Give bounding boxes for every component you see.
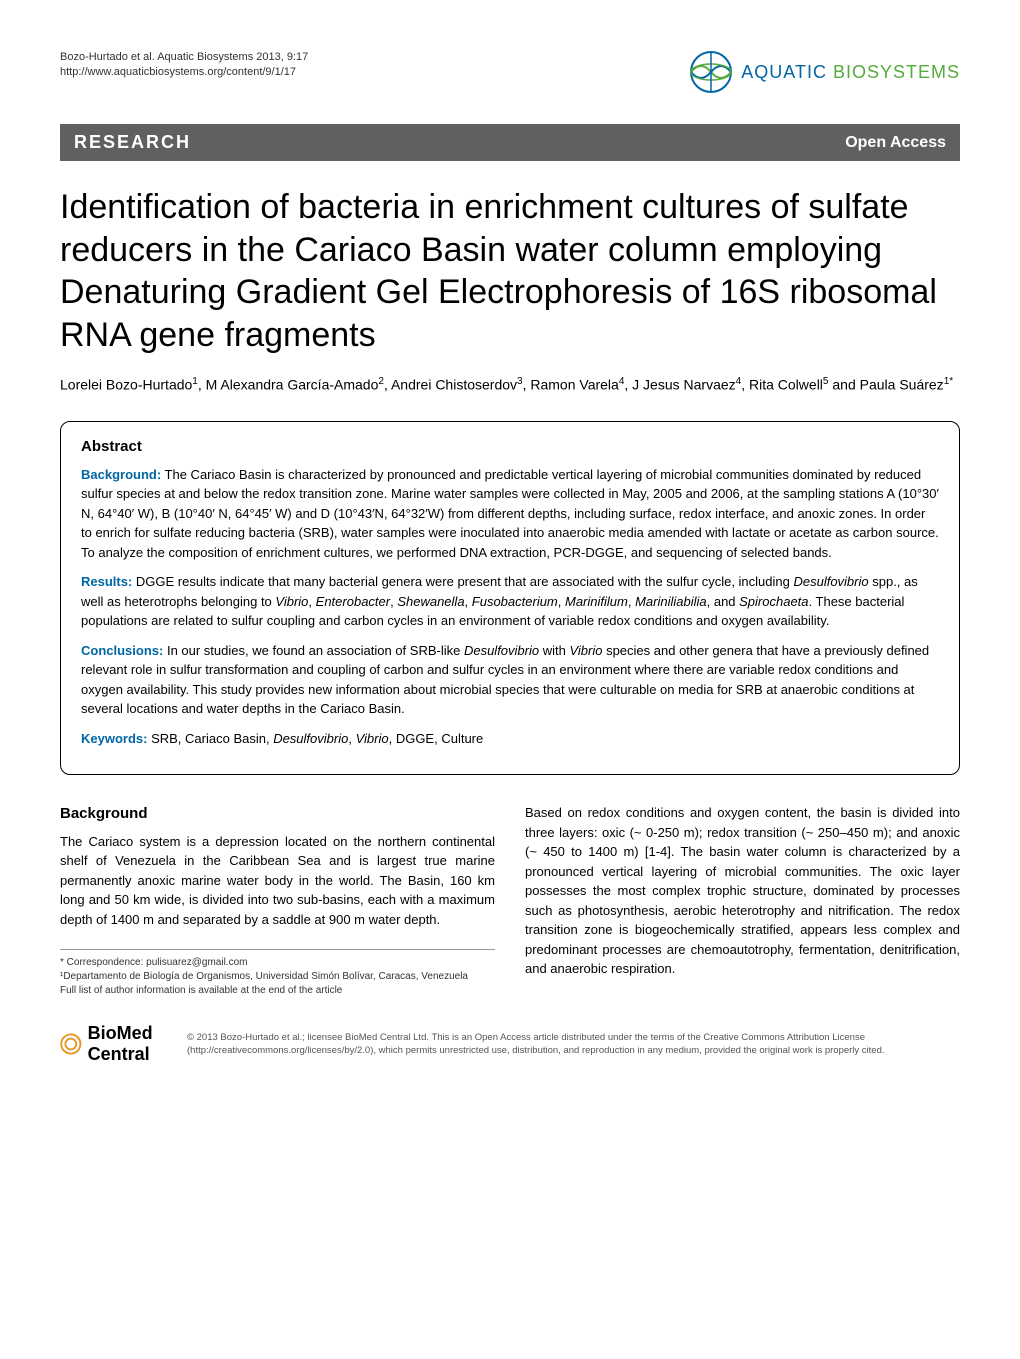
abstract-keywords-text: SRB, Cariaco Basin, Desulfovibrio, Vibri… xyxy=(147,731,483,746)
journal-logo: AQUATIC BIOSYSTEMS xyxy=(689,50,960,94)
journal-name-part1: AQUATIC xyxy=(741,62,827,82)
body-column-left: Background The Cariaco system is a depre… xyxy=(60,803,495,998)
abstract-results-text: DGGE results indicate that many bacteria… xyxy=(81,574,918,628)
biomed-central-logo: BioMed Central xyxy=(60,1023,167,1065)
abstract-heading: Abstract xyxy=(81,438,939,455)
abstract-conclusions-label: Conclusions: xyxy=(81,643,163,658)
journal-name-part2: BIOSYSTEMS xyxy=(833,62,960,82)
abstract-box: Abstract Background: The Cariaco Basin i… xyxy=(60,421,960,776)
footer: BioMed Central © 2013 Bozo-Hurtado et al… xyxy=(60,1023,960,1065)
abstract-keywords-label: Keywords: xyxy=(81,731,147,746)
license-text: © 2013 Bozo-Hurtado et al.; licensee Bio… xyxy=(187,1031,960,1058)
section-bar: RESEARCH Open Access xyxy=(60,124,960,161)
bmc-icon xyxy=(60,1026,82,1062)
section-label-research: RESEARCH xyxy=(74,132,191,153)
body-columns: Background The Cariaco system is a depre… xyxy=(60,803,960,998)
abstract-background-label: Background: xyxy=(81,467,161,482)
section-label-open-access: Open Access xyxy=(845,134,946,152)
bmc-logo-text: BioMed Central xyxy=(88,1023,167,1065)
abstract-conclusions-text: In our studies, we found an association … xyxy=(81,643,929,717)
footnote-full-list: Full list of author information is avail… xyxy=(60,984,495,998)
journal-name: AQUATIC BIOSYSTEMS xyxy=(741,62,960,83)
citation-line-2: http://www.aquaticbiosystems.org/content… xyxy=(60,65,308,80)
abstract-conclusions: Conclusions: In our studies, we found an… xyxy=(81,641,939,719)
abstract-results: Results: DGGE results indicate that many… xyxy=(81,572,939,631)
body-col2-text: Based on redox conditions and oxygen con… xyxy=(525,803,960,979)
citation-block: Bozo-Hurtado et al. Aquatic Biosystems 2… xyxy=(60,50,308,81)
body-column-right: Based on redox conditions and oxygen con… xyxy=(525,803,960,998)
background-heading: Background xyxy=(60,803,495,826)
abstract-results-label: Results: xyxy=(81,574,132,589)
footnote-correspondence: * Correspondence: pulisuarez@gmail.com xyxy=(60,956,495,970)
authors-list: Lorelei Bozo-Hurtado1, M Alexandra Garcí… xyxy=(60,374,960,396)
journal-globe-icon xyxy=(689,50,733,94)
abstract-background-text: The Cariaco Basin is characterized by pr… xyxy=(81,467,939,560)
header-top: Bozo-Hurtado et al. Aquatic Biosystems 2… xyxy=(60,50,960,94)
footnote-affiliation: ¹Departamento de Biología de Organismos,… xyxy=(60,970,495,984)
abstract-background: Background: The Cariaco Basin is charact… xyxy=(81,465,939,563)
body-col1-text: The Cariaco system is a depression locat… xyxy=(60,832,495,930)
footnotes: * Correspondence: pulisuarez@gmail.com ¹… xyxy=(60,949,495,998)
abstract-keywords: Keywords: SRB, Cariaco Basin, Desulfovib… xyxy=(81,729,939,749)
article-title: Identification of bacteria in enrichment… xyxy=(60,186,960,356)
citation-line-1: Bozo-Hurtado et al. Aquatic Biosystems 2… xyxy=(60,50,308,65)
